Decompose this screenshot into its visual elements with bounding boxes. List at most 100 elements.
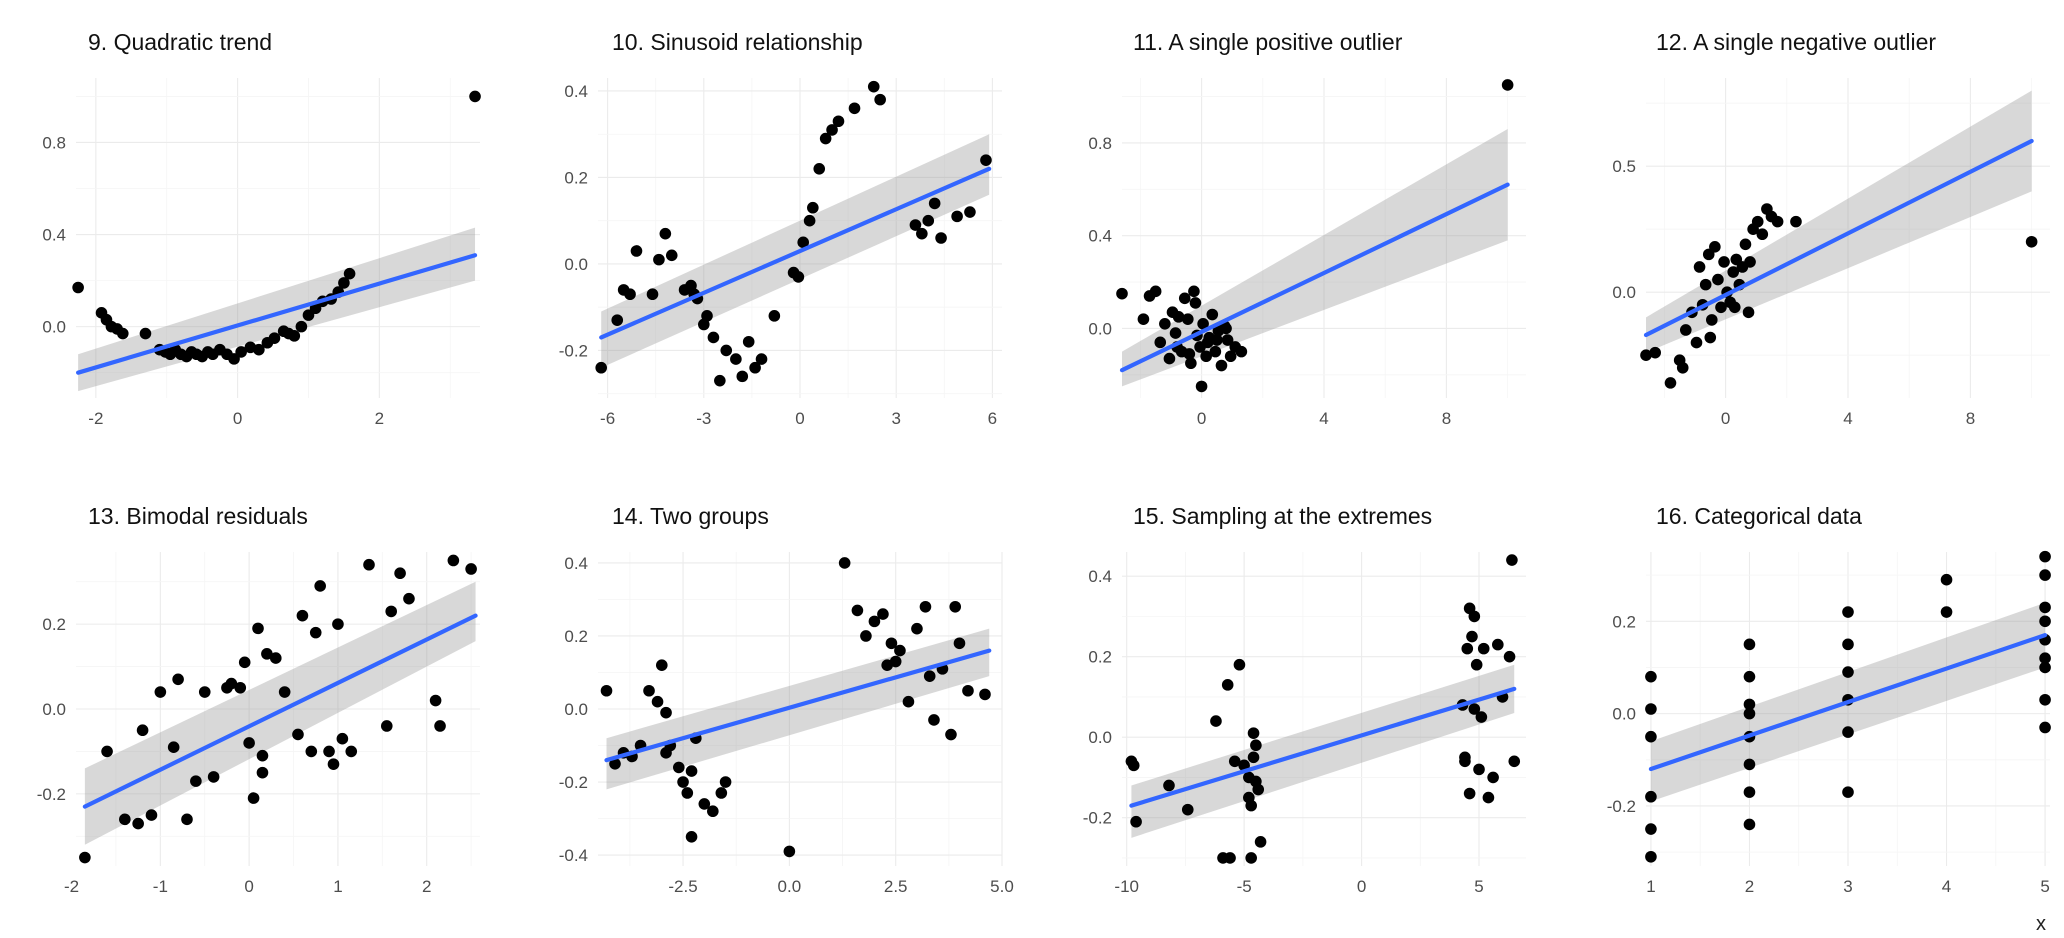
data-point [1477,642,1490,655]
data-point [660,706,672,719]
data-point [911,622,923,635]
data-point [1506,554,1518,566]
data-point [707,805,719,818]
data-point [826,124,838,136]
y-tick-label: 0.4 [1088,567,1112,586]
data-point [949,600,962,613]
points [72,90,481,365]
data-point [1704,331,1717,344]
data-point [1482,791,1495,804]
regression-line [1119,182,1510,373]
data-point [1183,348,1196,360]
data-point [345,745,358,758]
y-tick-label: 0.4 [1088,227,1112,246]
data-point [385,605,398,618]
data-point [2039,601,2051,614]
x-tick-label: 1 [333,877,342,896]
data-point [261,648,273,660]
x-tick-label: 0 [1197,409,1206,428]
data-point [768,310,781,322]
data-point [207,771,220,783]
data-point [919,600,932,613]
data-point [1468,610,1481,623]
data-point [268,332,281,344]
panel-title: 9. Quadratic trend [88,29,272,55]
y-tick-label: 0.0 [42,318,66,337]
x-tick-label: -2 [64,877,79,896]
regression-line [76,253,478,375]
data-point [2039,693,2051,706]
data-point [252,622,264,635]
data-point [742,335,755,348]
y-tick-label: 0.0 [1612,705,1636,724]
data-point [797,236,810,249]
x-tick-label: 0.0 [778,877,802,896]
data-point [332,618,344,630]
data-point [256,749,269,762]
y-tick-label: 0.2 [1612,612,1636,631]
data-point [429,694,442,707]
data-point [447,554,460,567]
data-point [1463,787,1476,800]
data-point [611,314,624,326]
data-point [1459,755,1471,768]
data-point [885,637,898,650]
data-point [1742,306,1755,319]
confidence-band [606,628,990,790]
data-point [698,798,711,810]
data-point [1940,573,1953,586]
data-point [979,688,991,701]
data-point [832,115,845,128]
data-point [819,132,832,145]
data-point [1744,256,1756,268]
y-tick-label: -0.2 [1607,797,1636,816]
y-tick-label: -0.2 [559,341,588,360]
data-point [1163,779,1175,792]
data-point [1163,352,1176,365]
data-point [1210,715,1222,727]
data-point [1245,799,1257,812]
data-point [2039,550,2051,563]
data-point [1492,638,1504,651]
panel-6: 14. Two groups -2.5 0.0 2.5 5.0 -0.4 -0.2 0.0 0.… [559,503,1014,896]
points [1116,79,1514,393]
data-point [1252,783,1265,796]
data-point [902,695,915,708]
regression-line [599,166,992,340]
y-tick-label: 0.2 [564,627,588,646]
data-point [1250,739,1262,752]
panel-3: 11. A single positive outlier 0 4 8 0.0 0.4 0.… [1088,29,1526,428]
data-point [1182,313,1194,325]
x-tick-label: 4 [1942,877,1951,896]
y-tick-label: -0.2 [559,773,588,792]
x-tick-label: 1 [1646,877,1655,896]
data-point [736,370,749,383]
data-point [1751,215,1764,228]
data-point [720,344,733,357]
data-point [2025,235,2038,248]
x-tick-label: 8 [1442,409,1451,428]
data-point [889,655,902,668]
data-point [1842,666,1854,678]
x-tick-label: 2 [375,409,384,428]
data-point [1743,818,1756,831]
data-point [465,563,477,575]
data-point [1842,726,1854,738]
data-point [1243,771,1255,784]
y-tick-label: -0.2 [1083,809,1112,828]
y-tick-label: 0.0 [1088,319,1112,338]
data-point [1220,322,1232,335]
data-point [269,652,282,664]
data-point [1790,215,1802,228]
data-point [79,851,91,864]
data-point [1221,334,1234,346]
panel-title: 12. A single negative outlier [1656,29,1936,55]
x-tick-label: -5 [1237,877,1252,896]
data-point [894,644,906,657]
data-point [848,102,861,115]
data-point [1940,606,1953,618]
data-point [1172,311,1185,323]
data-point [715,787,728,799]
data-point [1224,350,1237,363]
data-point [868,615,881,628]
